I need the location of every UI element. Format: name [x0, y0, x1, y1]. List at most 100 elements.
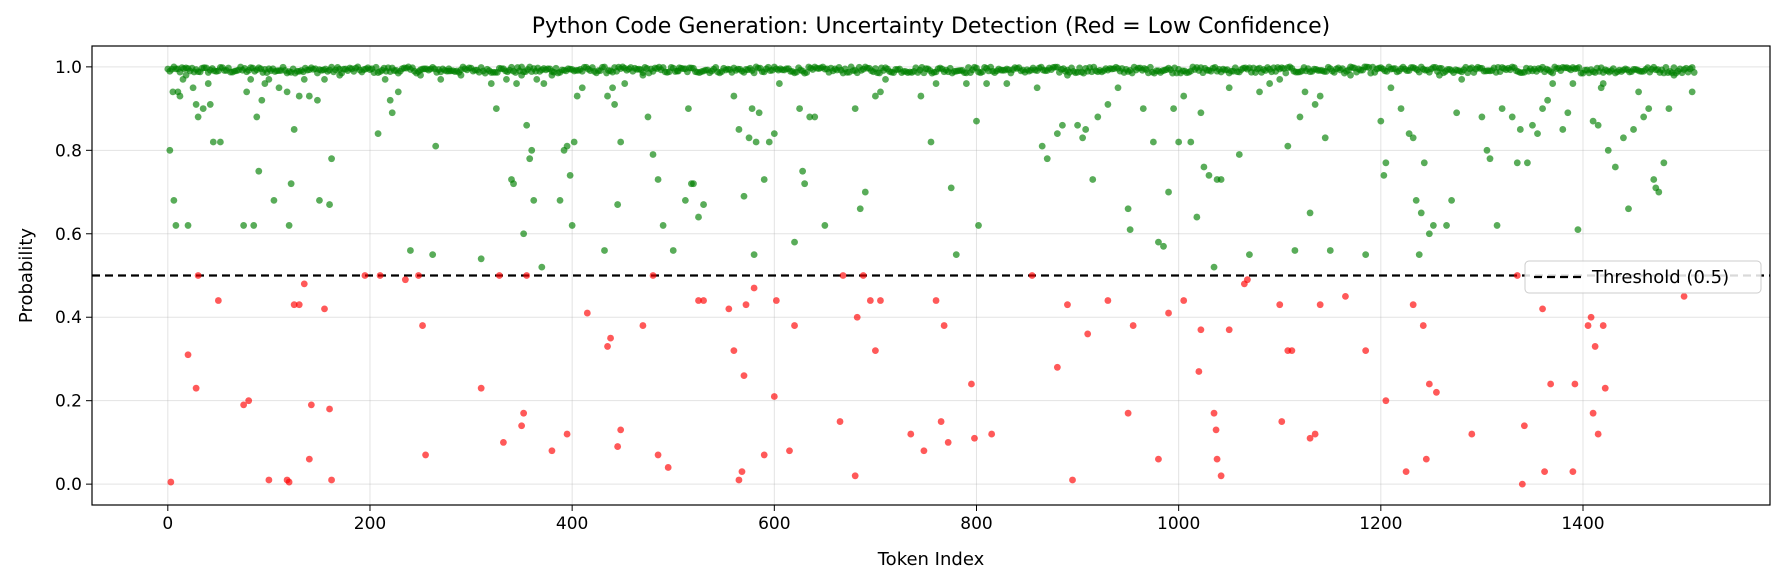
data-point-high-confidence [321, 75, 328, 83]
data-point-low-confidence [326, 405, 333, 413]
data-point-high-confidence [1197, 109, 1205, 117]
data-point-high-confidence [799, 167, 807, 175]
data-point-high-confidence [1604, 146, 1612, 154]
legend-threshold-label: Threshold (0.5) [1591, 267, 1729, 288]
data-point-high-confidence [305, 92, 313, 100]
data-point-high-confidence [538, 263, 546, 271]
data-point-low-confidence [520, 409, 528, 417]
data-point-high-confidence [1589, 117, 1597, 125]
data-point-high-confidence [1549, 69, 1557, 77]
data-point-high-confidence [169, 88, 177, 96]
data-point-low-confidence [1195, 368, 1203, 375]
data-point-high-confidence [1544, 96, 1552, 104]
data-point-low-confidence [772, 297, 780, 304]
data-point-low-confidence [305, 455, 313, 463]
data-point-high-confidence [700, 201, 707, 208]
data-point-low-confidence [214, 297, 222, 304]
data-point-low-confidence [419, 322, 426, 329]
data-point-high-confidence [1620, 134, 1627, 142]
data-point-low-confidence [1419, 322, 1427, 329]
data-point-high-confidence [1089, 176, 1097, 183]
data-point-high-confidence [1326, 247, 1334, 254]
data-point-low-confidence [1069, 476, 1076, 484]
data-point-high-confidence [1377, 117, 1385, 125]
data-point-high-confidence [540, 80, 548, 87]
data-point-high-confidence [1074, 121, 1081, 129]
data-point-low-confidence [192, 384, 200, 392]
data-point-low-confidence [1601, 384, 1609, 392]
data-point-low-confidence [1541, 468, 1548, 476]
data-point-high-confidence [295, 92, 303, 100]
data-point-high-confidence [1523, 159, 1531, 167]
data-point-low-confidence [968, 380, 975, 388]
data-point-high-confidence [1665, 105, 1673, 112]
data-point-high-confidence [659, 222, 667, 229]
data-point-low-confidence [617, 426, 625, 434]
data-point-high-confidence [975, 222, 982, 229]
data-point-low-confidence [1571, 380, 1579, 388]
data-point-low-confidence [1382, 397, 1390, 405]
data-point-high-confidence [927, 138, 935, 146]
data-point-high-confidence [803, 69, 811, 76]
data-point-low-confidence [750, 284, 758, 292]
data-point-high-confidence [1453, 109, 1461, 117]
data-point-low-confidence [194, 272, 202, 279]
data-point-low-confidence [730, 347, 738, 355]
data-point-high-confidence [1380, 171, 1388, 179]
data-point-low-confidence [877, 297, 884, 304]
data-point-high-confidence [407, 247, 414, 254]
data-point-low-confidence [866, 297, 874, 304]
data-point-low-confidence [614, 443, 622, 450]
data-point-high-confidence [1149, 138, 1157, 146]
data-point-high-confidence [206, 101, 214, 108]
data-point-high-confidence [510, 180, 517, 188]
data-point-low-confidence [1129, 322, 1137, 329]
data-point-high-confidence [199, 105, 207, 112]
data-point-high-confidence [654, 176, 662, 183]
data-point-high-confidence [669, 247, 677, 254]
data-point-high-confidence [275, 84, 283, 92]
data-point-low-confidence [1053, 363, 1061, 371]
data-point-high-confidence [1175, 138, 1183, 146]
data-point-high-confidence [775, 80, 783, 87]
data-point-high-confidence [644, 113, 652, 121]
data-point-high-confidence [166, 146, 174, 154]
y-tick-label: 0.4 [55, 308, 82, 328]
data-point-high-confidence [204, 80, 212, 87]
data-point-low-confidence [265, 476, 273, 484]
data-point-high-confidence [1094, 113, 1102, 121]
data-point-high-confidence [947, 184, 955, 192]
data-point-high-confidence [1387, 84, 1395, 92]
data-point-high-confidence [872, 92, 879, 100]
data-point-low-confidence [1422, 455, 1430, 463]
data-point-low-confidence [1064, 301, 1071, 309]
data-point-high-confidence [1420, 159, 1428, 167]
data-point-low-confidence [725, 305, 733, 313]
data-point-high-confidence [528, 146, 536, 154]
y-tick-label: 0.8 [55, 141, 82, 161]
data-point-low-confidence [639, 322, 647, 329]
data-point-low-confidence [1276, 301, 1284, 309]
data-point-high-confidence [1574, 226, 1582, 234]
data-point-high-confidence [614, 201, 622, 208]
data-point-low-confidence [1243, 276, 1251, 284]
data-point-high-confidence [1625, 205, 1632, 213]
data-point-low-confidence [1084, 330, 1092, 338]
data-point-high-confidence [1417, 209, 1425, 217]
data-point-low-confidence [1468, 430, 1476, 438]
data-point-high-confidence [681, 196, 689, 204]
data-point-low-confidence [770, 393, 778, 400]
data-point-high-confidence [1193, 213, 1201, 221]
data-point-high-confidence [1291, 247, 1299, 254]
data-point-low-confidence [937, 418, 945, 425]
data-point-low-confidence [1028, 272, 1036, 279]
data-point-low-confidence [971, 434, 978, 442]
data-point-low-confidence [1124, 409, 1132, 417]
data-point-low-confidence [295, 301, 303, 309]
data-point-low-confidence [167, 478, 175, 486]
data-point-high-confidence [1513, 159, 1521, 167]
data-point-low-confidence [518, 422, 526, 430]
data-point-high-confidence [962, 80, 970, 87]
data-point-low-confidence [1217, 472, 1225, 480]
